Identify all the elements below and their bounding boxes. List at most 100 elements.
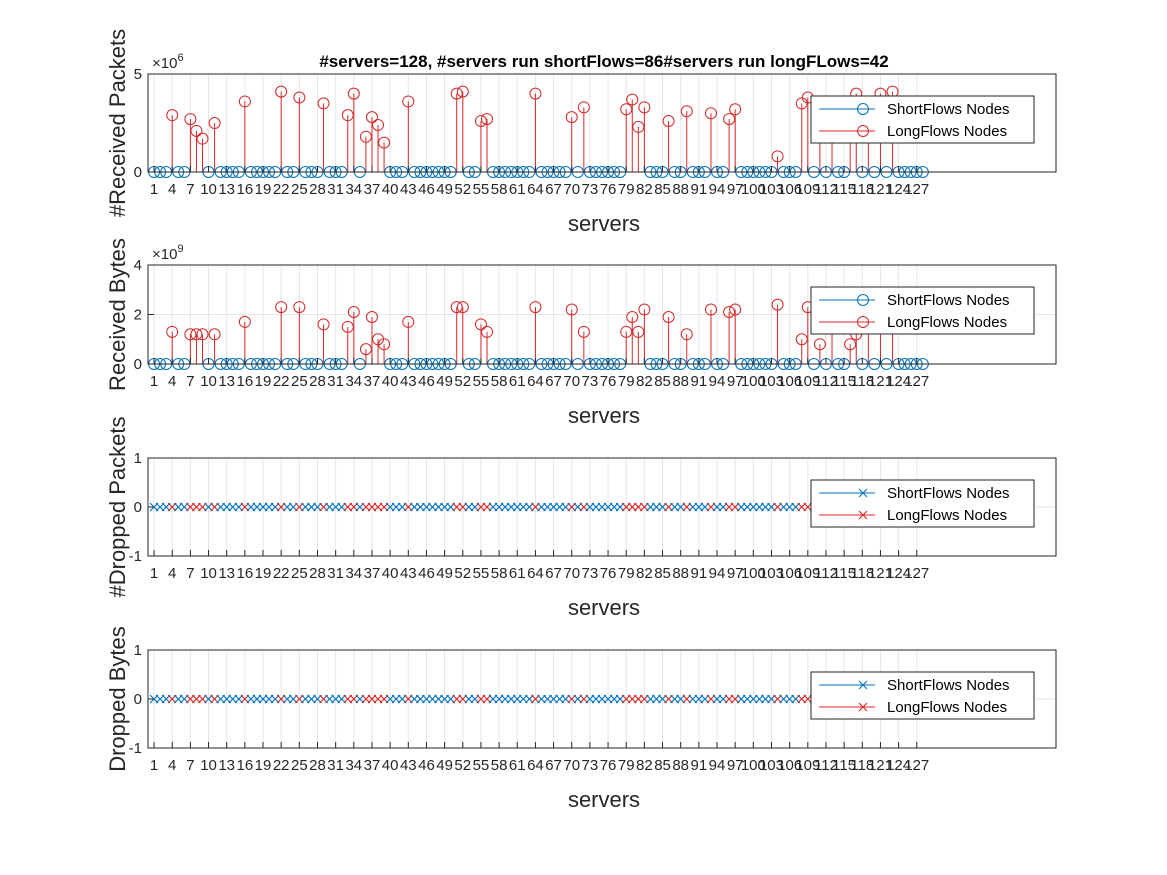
long-flow-marker (372, 118, 385, 131)
long-flow-marker (632, 325, 645, 338)
long-flow-marker (704, 107, 717, 120)
x-tick-label: 49 (436, 181, 453, 198)
long-flow-marker (662, 115, 675, 128)
x-tick-label: 10 (200, 565, 217, 582)
x-tick-label: 16 (237, 373, 254, 390)
x-tick-label: 70 (563, 565, 580, 582)
x-tick-label: 34 (345, 181, 362, 198)
x-tick-label: 88 (672, 757, 689, 774)
legend: ShortFlows Nodes LongFlows Nodes (810, 286, 1035, 335)
long-flow-marker (378, 136, 391, 149)
x-tick-label: 4 (168, 565, 176, 582)
x-tick-label: 70 (563, 181, 580, 198)
x-tick-label: 7 (186, 181, 194, 198)
x-tick-label: 1 (150, 181, 158, 198)
legend-marker (857, 316, 869, 328)
long-flow-marker (577, 325, 590, 338)
x-tick-label: 124 (886, 565, 911, 582)
x-tick-label: 25 (291, 757, 308, 774)
x-tick-label: 112 (814, 757, 838, 774)
x-tick-label: 55 (473, 373, 490, 390)
x-tick-label: 25 (291, 373, 308, 390)
long-flow-marker (723, 306, 736, 319)
x-tick-label: 118 (850, 373, 874, 390)
dropped-bytes-subplot: 1 4 7 10 13 16 19 22 25 28 31 34 37 40 43 46 49 52 55 58 61 6… (105, 626, 1057, 812)
long-flow-marker (208, 328, 221, 341)
x-tick-label: 94 (709, 757, 726, 774)
long-flow-marker (456, 85, 469, 98)
x-tick-label: 91 (691, 373, 708, 390)
long-flow-marker (620, 325, 633, 338)
x-tick-label: 91 (691, 181, 708, 198)
x-tick-label: 91 (691, 565, 708, 582)
x-tick-label: 124 (886, 373, 911, 390)
long-flow-marker (565, 111, 578, 124)
legend-label: ShortFlows Nodes (887, 485, 1010, 502)
x-tick-label: 109 (795, 757, 820, 774)
x-tick-label: 103 (759, 757, 784, 774)
x-tick-label: 112 (814, 373, 838, 390)
long-flow-marker (347, 87, 360, 100)
long-flow-marker (480, 325, 493, 338)
x-tick-label: 115 (832, 373, 856, 390)
x-tick-label: 70 (563, 373, 580, 390)
x-axis-label: servers (568, 211, 640, 236)
x-tick-label: 1 (150, 565, 158, 582)
x-tick-label: 109 (795, 565, 820, 582)
x-tick-label: 19 (255, 757, 272, 774)
legend: ShortFlows Nodes LongFlows Nodes (810, 95, 1035, 144)
x-tick-label: 112 (814, 565, 838, 582)
long-flow-marker (771, 298, 784, 311)
x-tick-label: 94 (709, 565, 726, 582)
x-tick-label: 76 (600, 373, 617, 390)
x-tick-label: 49 (436, 373, 453, 390)
long-flow-marker (456, 301, 469, 314)
y-tick-label: -1 (129, 548, 142, 565)
x-tick-label: 55 (473, 757, 490, 774)
x-tick-label: 85 (654, 373, 671, 390)
x-tick-label: 115 (832, 181, 856, 198)
x-tick-label: 16 (237, 181, 254, 198)
long-flow-marker (529, 87, 542, 100)
x-tick-label: 82 (636, 373, 653, 390)
x-tick-label: 106 (777, 373, 802, 390)
x-tick-label: 61 (509, 565, 526, 582)
x-tick-label: 22 (273, 565, 290, 582)
x-tick-label: 46 (418, 757, 435, 774)
legend: ShortFlows Nodes LongFlows Nodes (810, 479, 1035, 528)
x-tick-label: 127 (904, 181, 929, 198)
legend-box (810, 479, 1035, 528)
x-tick-label: 121 (868, 757, 893, 774)
x-tick-label: 22 (273, 373, 290, 390)
x-tick-label: 67 (545, 373, 562, 390)
long-flow-marker (620, 103, 633, 116)
x-tick-label: 7 (186, 373, 194, 390)
x-tick-label: 115 (832, 757, 856, 774)
long-flow-marker (378, 338, 391, 351)
y-tick-label: -1 (129, 740, 142, 757)
x-tick-label: 124 (886, 757, 911, 774)
x-tick-label: 73 (582, 373, 599, 390)
y-axis-label: #Received Packets (105, 29, 130, 217)
x-tick-label: 94 (709, 373, 726, 390)
long-flow-marker (638, 303, 651, 316)
x-tick-label: 76 (600, 181, 617, 198)
long-flow-marker (372, 333, 385, 346)
y-tick-label: 5 (134, 66, 142, 83)
legend-label: LongFlows Nodes (887, 507, 1007, 524)
x-tick-label: 55 (473, 565, 490, 582)
long-flow-marker (317, 97, 330, 110)
x-tick-label: 25 (291, 565, 308, 582)
x-tick-label: 67 (545, 757, 562, 774)
long-flow-marker (529, 301, 542, 314)
x-tick-label: 82 (636, 757, 653, 774)
x-tick-label: 19 (255, 565, 272, 582)
x-tick-label: 22 (273, 181, 290, 198)
y-tick-label: 2 (134, 307, 142, 324)
long-flow-marker (184, 113, 197, 126)
y-tick-label: 1 (134, 642, 142, 659)
legend-label: LongFlows Nodes (887, 314, 1007, 331)
y-tick-label: 0 (134, 164, 142, 181)
x-tick-label: 127 (904, 757, 929, 774)
